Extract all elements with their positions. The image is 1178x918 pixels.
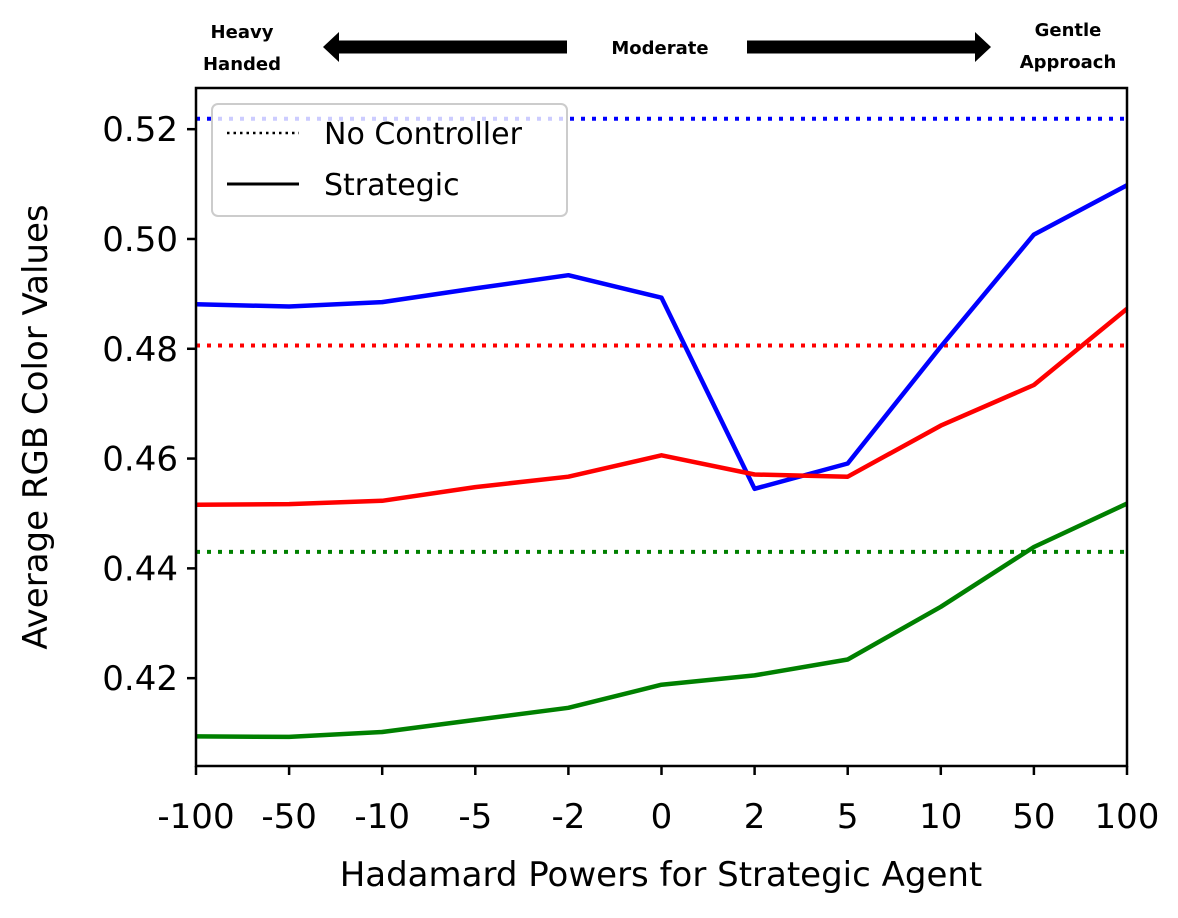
y-tick-label: 0.42 <box>102 659 178 699</box>
x-tick-label: 50 <box>1012 797 1055 837</box>
x-tick-label: -2 <box>551 797 585 837</box>
banner-gentle-line1: Gentle <box>1035 20 1102 41</box>
y-axis: 0.42 0.44 0.46 0.48 0.50 0.52 <box>102 110 196 699</box>
y-tick-label: 0.50 <box>102 220 178 260</box>
y-tick-label: 0.52 <box>102 110 178 150</box>
x-tick-label: -100 <box>157 797 234 837</box>
x-tick-label: 2 <box>744 797 766 837</box>
x-axis-label: Hadamard Powers for Strategic Agent <box>340 855 983 895</box>
x-tick-label: -10 <box>354 797 410 837</box>
x-tick-label: -50 <box>261 797 317 837</box>
x-tick-label: 100 <box>1095 797 1160 837</box>
y-tick-label: 0.46 <box>102 440 178 480</box>
approach-banner: Heavy Handed Moderate Gentle Approach <box>203 20 1116 75</box>
left-arrow-head <box>323 32 339 62</box>
right-arrow-head <box>975 32 991 62</box>
series-line-1 <box>195 306 1129 507</box>
banner-gentle-line2: Approach <box>1020 52 1117 73</box>
banner-moderate: Moderate <box>611 38 708 59</box>
series-lines <box>195 183 1129 740</box>
banner-heavy-line1: Heavy <box>211 22 274 43</box>
x-tick-label: 10 <box>919 797 962 837</box>
legend: No Controller Strategic <box>211 103 568 217</box>
x-tick-label: 5 <box>837 797 859 837</box>
banner-heavy-line2: Handed <box>203 54 281 75</box>
legend-box <box>211 103 568 217</box>
y-tick-label: 0.48 <box>102 330 178 370</box>
legend-label-no-controller: No Controller <box>324 117 523 152</box>
y-axis-label: Average RGB Color Values <box>16 204 56 649</box>
y-tick-label: 0.44 <box>102 549 178 589</box>
x-tick-label: -5 <box>458 797 492 837</box>
x-axis: -100 -50 -10 -5 -2 0 2 5 10 50 100 <box>157 766 1159 837</box>
series-line-2 <box>195 501 1128 740</box>
x-tick-label: 0 <box>651 797 673 837</box>
legend-label-strategic: Strategic <box>324 168 460 203</box>
series-line-0 <box>195 183 1129 492</box>
